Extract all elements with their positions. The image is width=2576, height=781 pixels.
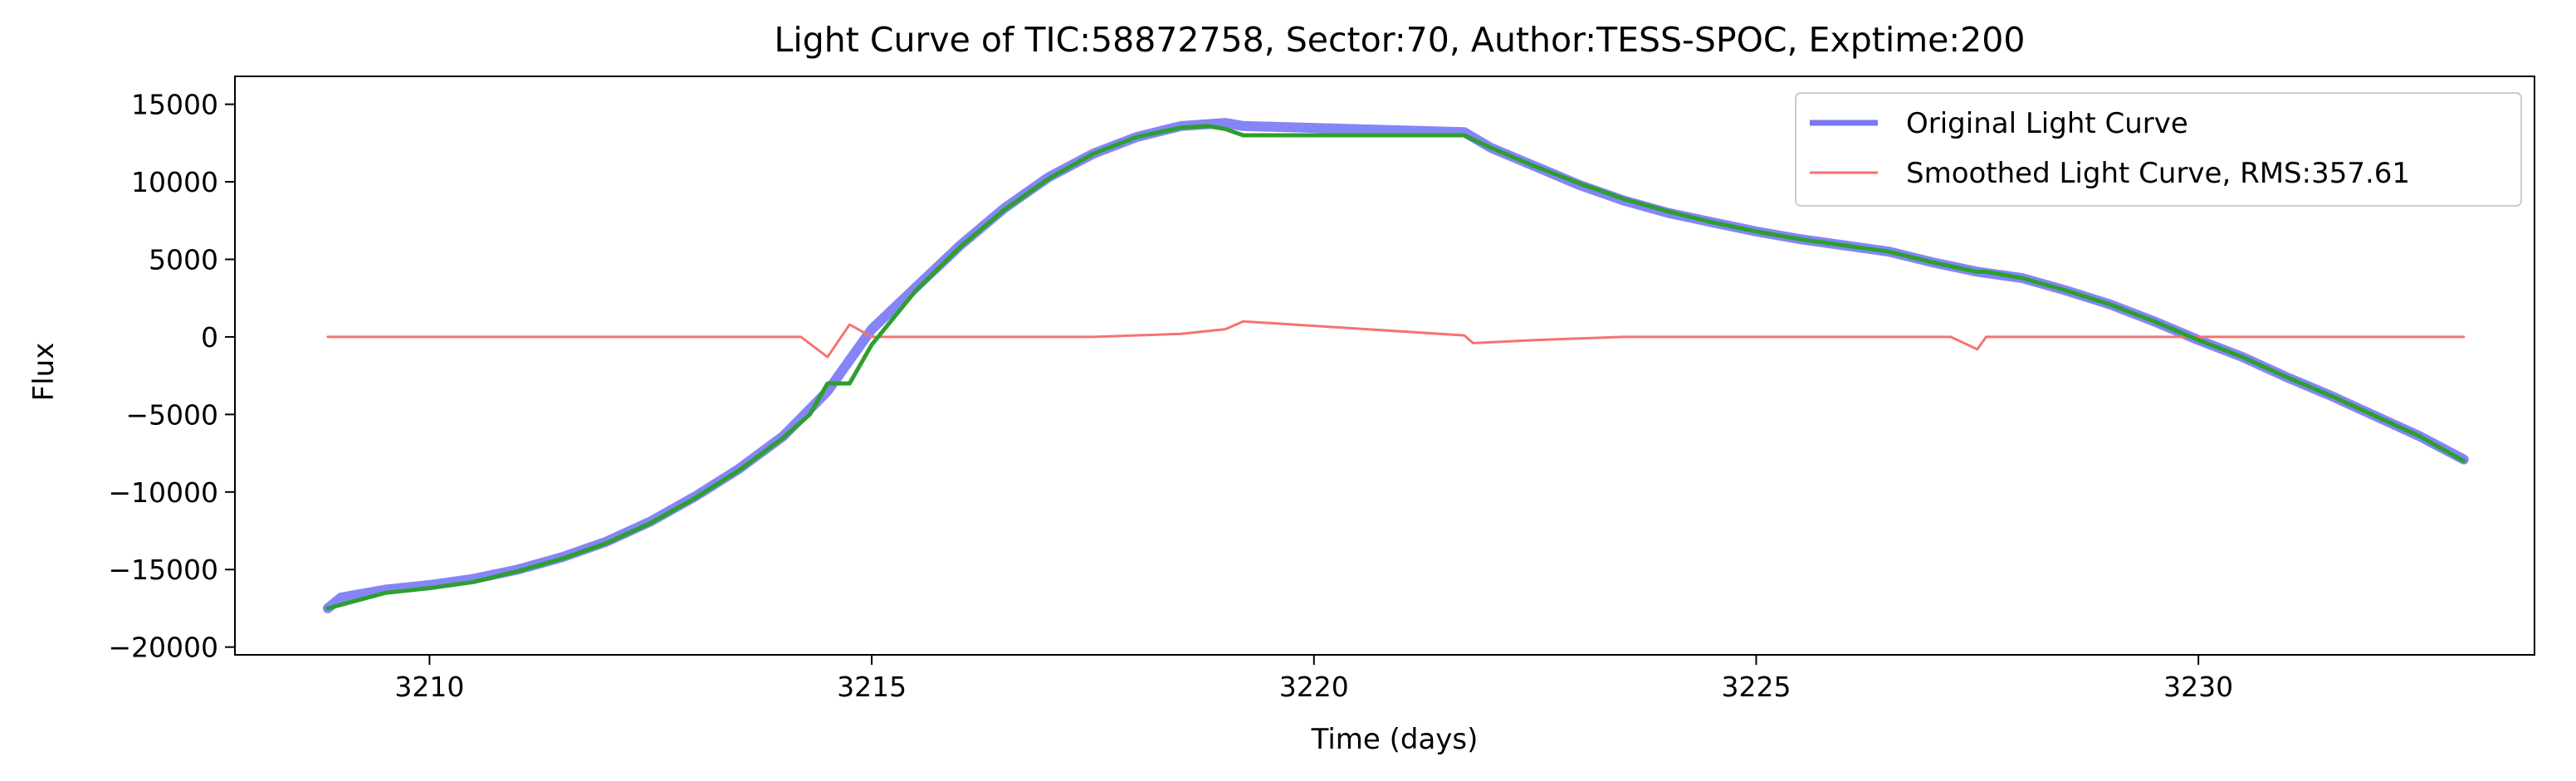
trend-fit-line [325, 124, 2466, 611]
y-tick-label: 15000 [131, 89, 218, 121]
legend-label-smoothed: Smoothed Light Curve, RMS:357.61 [1906, 157, 2410, 190]
y-tick-label: −5000 [125, 398, 218, 431]
legend-label-original: Original Light Curve [1906, 107, 2188, 140]
y-tick-label: 0 [201, 321, 218, 354]
chart-title: Light Curve of TIC:58872758, Sector:70, … [775, 20, 2026, 60]
legend: Original Light Curve Smoothed Light Curv… [1795, 92, 2522, 207]
y-tick-label: −20000 [108, 632, 218, 664]
y-axis-title: Flux [27, 343, 61, 402]
y-tick-label: −15000 [108, 554, 218, 586]
y-axis: −20000 −15000 −10000 −5000 0 5000 10000 15000 [108, 89, 235, 664]
legend-box [1795, 92, 2522, 207]
x-tick-label: 3210 [394, 671, 464, 703]
x-tick-label: 3230 [2163, 671, 2233, 703]
plot-frame [234, 76, 2535, 656]
y-tick-label: 5000 [149, 243, 218, 276]
x-axis: 3210 3215 3220 3225 3230 [394, 655, 2233, 703]
smoothed-light-curve-line [326, 320, 2466, 359]
plot-area [322, 118, 2469, 613]
x-tick-label: 3215 [837, 671, 907, 703]
x-tick-label: 3225 [1721, 671, 1791, 703]
y-tick-label: −10000 [108, 476, 218, 509]
x-axis-title: Time (days) [1311, 723, 1479, 756]
y-tick-label: 10000 [131, 166, 218, 198]
x-tick-label: 3220 [1279, 671, 1349, 703]
